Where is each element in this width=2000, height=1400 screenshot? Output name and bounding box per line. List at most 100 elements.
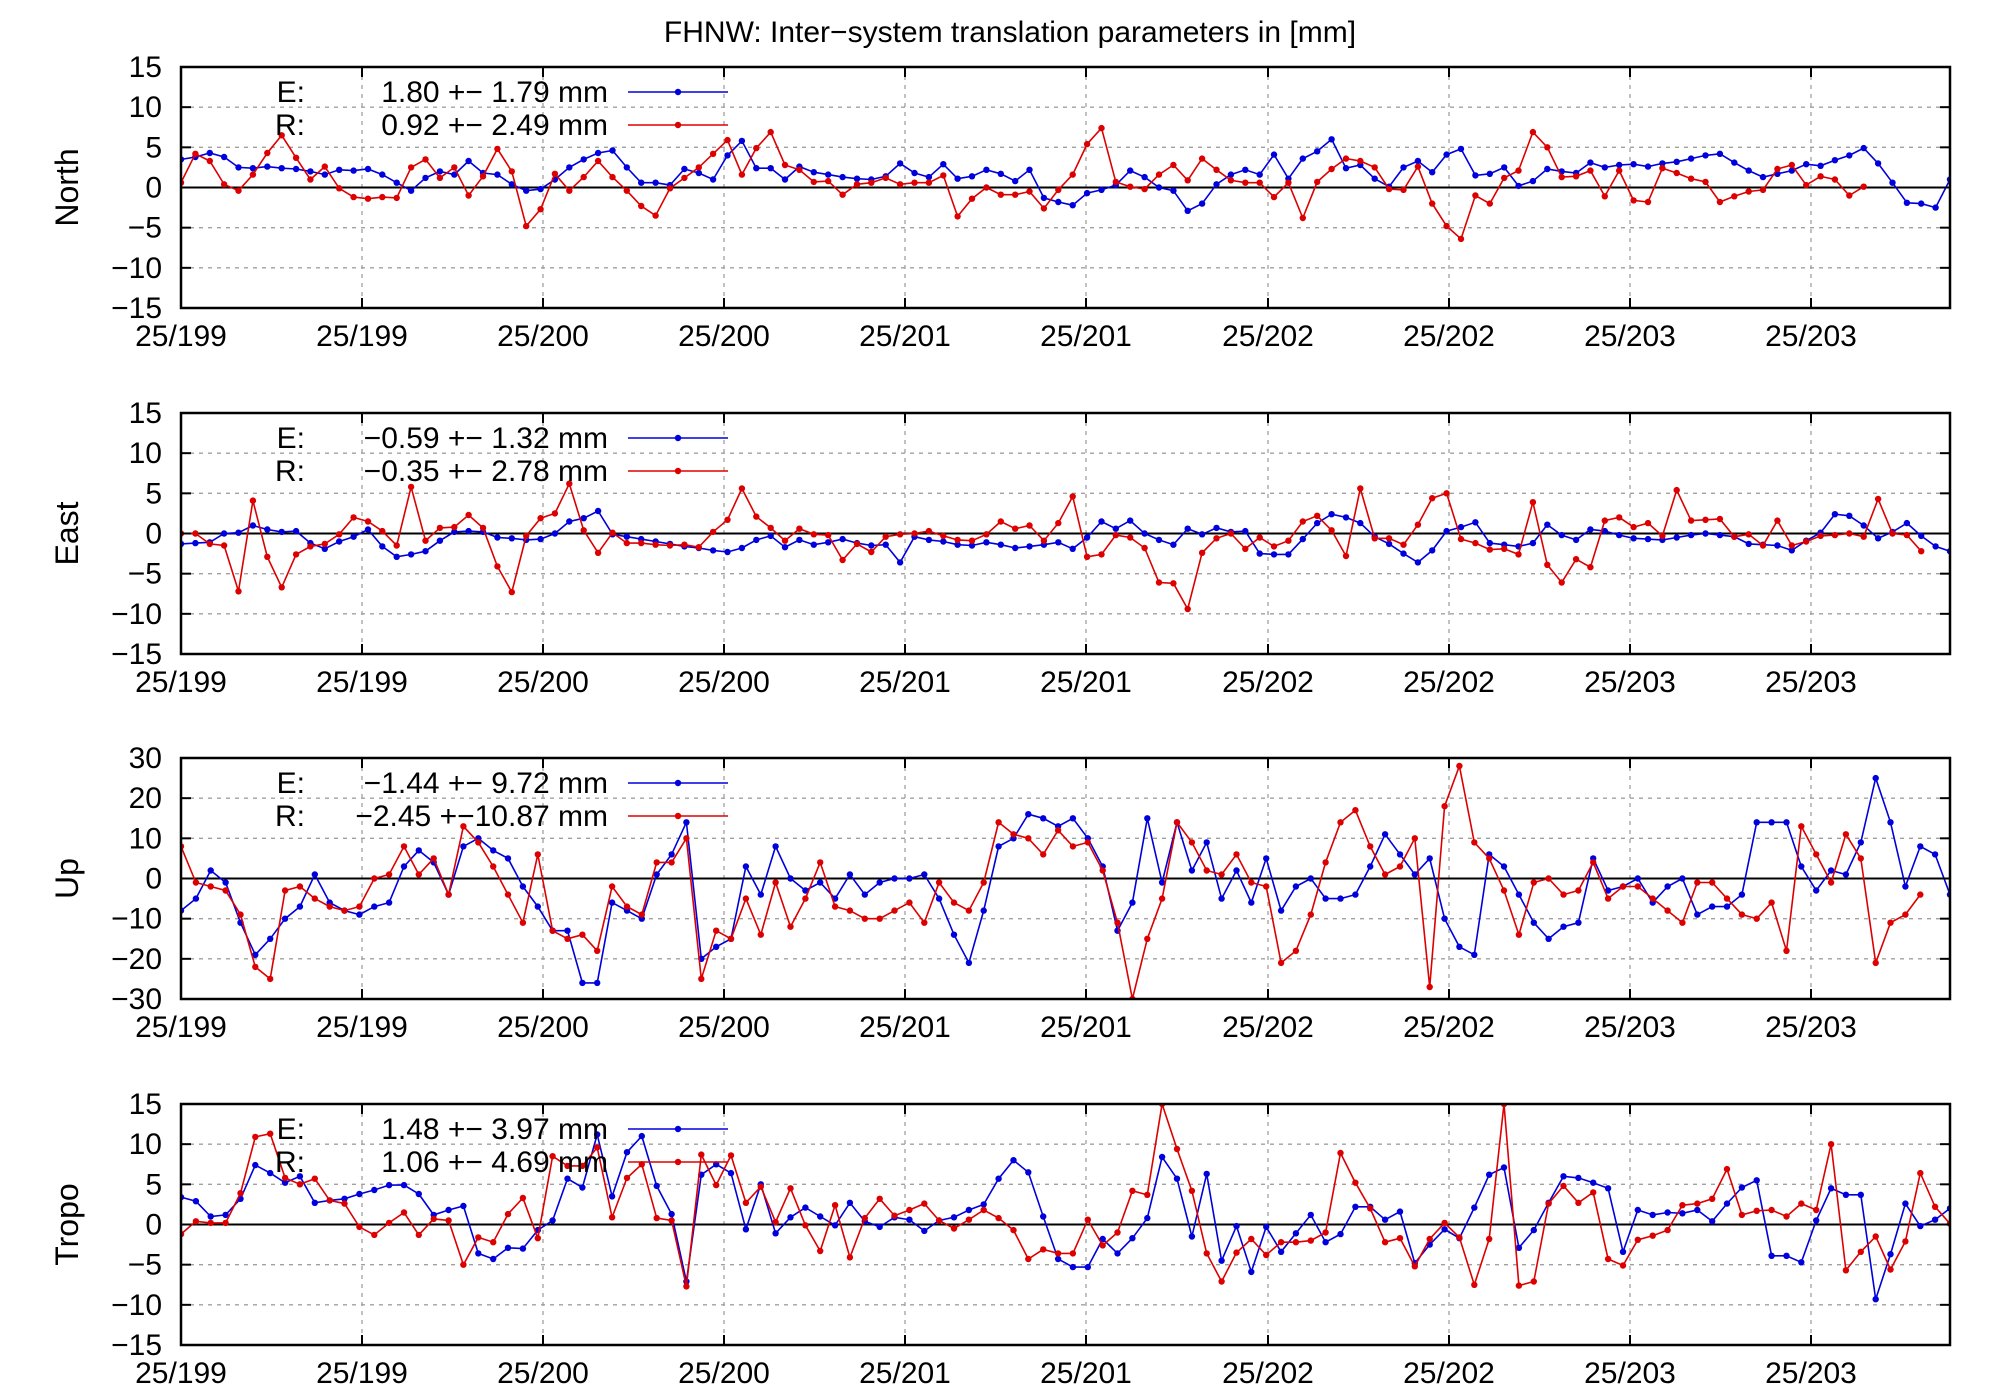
data-point-E bbox=[508, 181, 515, 188]
data-point-R bbox=[1456, 1234, 1463, 1241]
data-point-R bbox=[1604, 1255, 1612, 1263]
data-point-R bbox=[940, 172, 947, 179]
data-point-R bbox=[896, 531, 904, 538]
data-point-E bbox=[281, 915, 289, 922]
data-point-E bbox=[207, 867, 214, 874]
data-point-R bbox=[1679, 1202, 1686, 1209]
data-point-E bbox=[1616, 531, 1623, 539]
data-point-E bbox=[580, 515, 587, 522]
data-point-E bbox=[1213, 524, 1220, 532]
x-tick-label: 25/199 bbox=[135, 320, 227, 353]
data-point-R bbox=[1227, 177, 1235, 184]
data-point-R bbox=[1902, 911, 1909, 918]
data-point-R bbox=[1400, 541, 1407, 548]
data-point-R bbox=[653, 859, 660, 866]
data-point-E bbox=[1010, 1157, 1017, 1164]
data-point-E bbox=[1218, 895, 1225, 902]
y-tick-label: 0 bbox=[145, 518, 162, 551]
data-point-E bbox=[1486, 539, 1494, 547]
data-point-R bbox=[1426, 983, 1433, 991]
data-point-E bbox=[1026, 166, 1033, 173]
data-point-E bbox=[580, 156, 587, 163]
data-point-E bbox=[292, 527, 300, 535]
data-point-E bbox=[1400, 164, 1407, 171]
data-point-E bbox=[1314, 148, 1321, 155]
data-point-R bbox=[876, 915, 883, 922]
x-tick-label: 25/201 bbox=[859, 1011, 951, 1044]
data-point-E bbox=[876, 1223, 883, 1231]
data-point-E bbox=[695, 169, 702, 177]
data-point-E bbox=[724, 152, 731, 159]
data-point-R bbox=[465, 192, 472, 199]
data-point-R bbox=[652, 212, 659, 219]
data-point-E bbox=[950, 1214, 958, 1221]
data-point-R bbox=[1558, 579, 1565, 586]
x-tick-label: 25/201 bbox=[859, 320, 951, 353]
y-tick-label: −5 bbox=[128, 1249, 162, 1282]
data-point-R bbox=[479, 524, 487, 532]
data-point-R bbox=[1299, 518, 1307, 525]
data-point-E bbox=[1307, 875, 1315, 882]
data-point-R bbox=[709, 528, 717, 536]
x-tick-label: 25/200 bbox=[497, 320, 589, 353]
data-point-R bbox=[192, 879, 200, 886]
data-point-R bbox=[1170, 580, 1177, 587]
data-point-R bbox=[311, 1175, 318, 1182]
data-point-E bbox=[1277, 907, 1285, 914]
x-tick-label: 25/202 bbox=[1222, 1011, 1314, 1044]
data-point-E bbox=[1798, 863, 1805, 870]
data-point-E bbox=[950, 931, 958, 938]
data-point-R bbox=[1292, 1239, 1300, 1246]
data-point-E bbox=[753, 165, 760, 172]
data-point-R bbox=[475, 1234, 482, 1241]
data-point-E bbox=[1307, 1211, 1315, 1219]
data-point-R bbox=[1827, 1141, 1835, 1148]
data-point-R bbox=[192, 530, 199, 537]
data-point-E bbox=[1560, 1173, 1567, 1180]
y-tick-label: 0 bbox=[145, 1209, 162, 1242]
x-tick-label: 25/201 bbox=[859, 1357, 951, 1390]
data-point-R bbox=[267, 1130, 274, 1137]
data-point-E bbox=[594, 507, 602, 515]
data-point-E bbox=[1874, 535, 1882, 542]
data-point-R bbox=[817, 1247, 824, 1255]
data-point-R bbox=[1679, 919, 1686, 926]
data-point-E bbox=[1644, 535, 1652, 543]
data-point-R bbox=[1242, 179, 1249, 186]
data-point-E bbox=[336, 538, 343, 545]
data-point-R bbox=[1471, 1281, 1478, 1289]
data-point-R bbox=[1248, 1235, 1255, 1243]
data-point-E bbox=[1716, 531, 1724, 539]
data-point-E bbox=[278, 165, 285, 172]
data-point-R bbox=[1277, 959, 1285, 967]
data-point-R bbox=[846, 1254, 854, 1261]
data-point-R bbox=[1337, 1149, 1344, 1157]
data-point-R bbox=[1472, 539, 1479, 547]
data-point-R bbox=[1630, 523, 1637, 531]
data-point-R bbox=[1307, 1237, 1315, 1244]
data-point-R bbox=[1644, 198, 1652, 206]
data-point-E bbox=[925, 536, 933, 544]
data-point-R bbox=[1486, 546, 1494, 553]
series-group bbox=[181, 124, 1950, 243]
legend-marker-E bbox=[674, 1125, 682, 1133]
data-point-E bbox=[997, 170, 1004, 177]
y-tick-label: −15 bbox=[111, 1329, 162, 1362]
data-point-E bbox=[1558, 531, 1565, 539]
data-point-E bbox=[861, 891, 868, 898]
data-point-R bbox=[1774, 517, 1781, 524]
data-point-R bbox=[1155, 171, 1163, 178]
data-point-R bbox=[1759, 186, 1767, 194]
data-point-E bbox=[668, 851, 675, 858]
data-point-R bbox=[1644, 519, 1652, 527]
data-point-E bbox=[465, 527, 472, 535]
x-tick-label: 25/203 bbox=[1584, 1011, 1676, 1044]
data-point-R bbox=[1198, 549, 1206, 556]
data-point-E bbox=[1242, 527, 1249, 535]
data-point-R bbox=[1887, 1266, 1894, 1273]
data-point-E bbox=[1098, 518, 1105, 525]
data-point-E bbox=[1530, 1226, 1538, 1234]
legend-label: R: bbox=[275, 455, 305, 488]
data-point-R bbox=[292, 154, 300, 161]
data-point-R bbox=[1738, 911, 1746, 918]
